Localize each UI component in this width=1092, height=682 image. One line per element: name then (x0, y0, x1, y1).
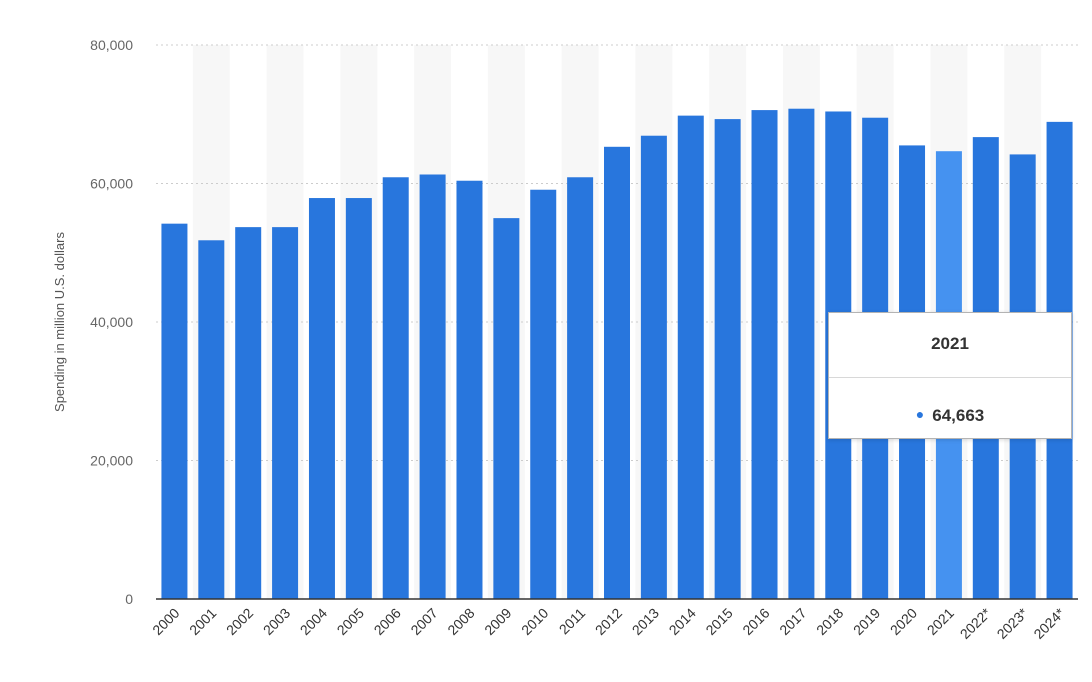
x-tick-label: 2004 (297, 605, 330, 638)
x-tick-label: 2023* (994, 604, 1032, 642)
y-tick-label: 80,000 (90, 37, 133, 53)
x-tick-label: 2002 (223, 605, 256, 638)
tooltip: 2021 ● 64,663 (828, 312, 1072, 439)
x-tick-label: 2016 (739, 605, 772, 638)
x-tick-label: 2011 (556, 605, 589, 638)
bar[interactable] (272, 227, 299, 599)
y-tick-label: 0 (125, 591, 133, 607)
bar[interactable] (677, 115, 704, 599)
x-tick-label: 2018 (813, 605, 846, 638)
bar[interactable] (788, 108, 815, 600)
x-tick-label: 2013 (629, 605, 662, 638)
bar[interactable] (308, 198, 335, 600)
x-tick-label: 2019 (850, 605, 883, 638)
bar[interactable] (714, 119, 741, 599)
bar[interactable] (567, 177, 594, 599)
bar[interactable] (382, 177, 409, 599)
x-tick-label: 2006 (370, 605, 403, 638)
x-tick-label: 2009 (481, 605, 514, 638)
y-tick-label: 20,000 (90, 453, 133, 469)
bar[interactable] (751, 110, 778, 599)
tooltip-title: 2021 (829, 313, 1071, 378)
bar[interactable] (604, 146, 630, 600)
x-tick-label: 2001 (186, 605, 219, 638)
x-tick-labels: 2000 2001 2002 2003 2004 2005 2006 2007 2008 2009… (149, 604, 1068, 642)
y-tick-label: 60,000 (90, 176, 133, 192)
x-tick-label: 2008 (444, 605, 477, 638)
tooltip-value: 64,663 (932, 406, 985, 425)
series-dot-icon: ● (915, 406, 925, 422)
y-tick-labels: 0 20,000 40,000 60,000 80,000 (90, 37, 133, 607)
x-tick-label: 2012 (592, 605, 625, 638)
bar[interactable] (419, 174, 446, 599)
bar[interactable] (235, 227, 262, 599)
x-tick-label: 2021 (924, 605, 957, 638)
tooltip-value-row: ● 64,663 (829, 378, 1071, 438)
bar[interactable] (161, 223, 188, 600)
y-tick-label: 40,000 (90, 314, 133, 330)
x-tick-label: 2000 (149, 605, 182, 638)
bar[interactable] (456, 180, 483, 600)
x-tick-label: 2017 (776, 605, 809, 638)
bar[interactable] (640, 135, 667, 599)
x-tick-label: 2007 (407, 605, 440, 638)
y-axis-title: Spending in million U.S. dollars (52, 232, 67, 412)
x-tick-label: 2014 (666, 605, 699, 638)
bar[interactable] (493, 218, 520, 599)
bar[interactable] (530, 189, 557, 600)
bar[interactable] (198, 240, 225, 599)
x-tick-label: 2024* (1030, 604, 1068, 642)
x-tick-label: 2022* (957, 604, 995, 642)
x-tick-label: 2010 (518, 605, 551, 638)
x-tick-label: 2005 (334, 605, 367, 638)
bar[interactable] (345, 198, 372, 600)
x-tick-label: 2020 (887, 605, 920, 638)
x-tick-label: 2015 (702, 605, 735, 638)
x-tick-label: 2003 (260, 605, 293, 638)
